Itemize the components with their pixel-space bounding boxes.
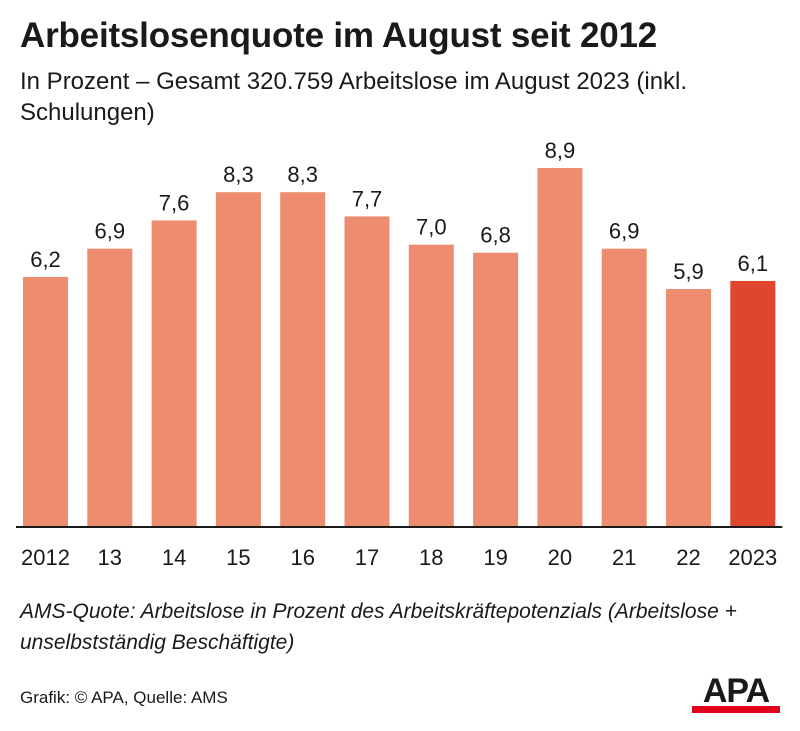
source-credit: Grafik: © APA, Quelle: AMS bbox=[20, 688, 228, 707]
x-tick-label-20: 20 bbox=[548, 545, 572, 570]
bar-2023 bbox=[730, 280, 776, 527]
bar-21 bbox=[601, 248, 647, 527]
svg-text:APA: APA bbox=[703, 672, 770, 710]
value-label-13: 6,9 bbox=[95, 219, 126, 244]
x-tick-label-19: 19 bbox=[483, 545, 507, 570]
bar-18 bbox=[408, 244, 454, 527]
x-tick-label-16: 16 bbox=[290, 545, 314, 570]
value-label-22: 5,9 bbox=[673, 259, 704, 284]
x-tick-label-21: 21 bbox=[612, 545, 636, 570]
x-tick-label-13: 13 bbox=[98, 545, 122, 570]
value-label-2012: 6,2 bbox=[30, 247, 61, 272]
value-label-18: 7,0 bbox=[416, 215, 447, 240]
footnote: AMS-Quote: Arbeitslose in Prozent des Ar… bbox=[20, 600, 737, 654]
chart-title: Arbeitslosenquote im August seit 2012 bbox=[20, 16, 658, 55]
x-tick-label-15: 15 bbox=[226, 545, 250, 570]
value-label-2023: 6,1 bbox=[738, 251, 769, 276]
value-label-19: 6,8 bbox=[480, 223, 511, 248]
bar-14 bbox=[151, 220, 197, 527]
apa-logo: APA bbox=[692, 672, 780, 713]
value-label-16: 8,3 bbox=[287, 162, 318, 187]
x-tick-label-18: 18 bbox=[419, 545, 443, 570]
value-label-20: 8,9 bbox=[545, 138, 576, 163]
bar-22 bbox=[666, 289, 711, 527]
x-tick-label-14: 14 bbox=[162, 545, 186, 570]
value-label-21: 6,9 bbox=[609, 219, 640, 244]
bar-2012 bbox=[23, 276, 68, 527]
x-tick-label-2012: 2012 bbox=[21, 545, 70, 570]
bar-16 bbox=[280, 192, 326, 527]
chart-subtitle: In Prozent – Gesamt 320.759 Arbeitslose … bbox=[20, 68, 688, 126]
value-label-14: 7,6 bbox=[159, 190, 190, 215]
value-label-15: 8,3 bbox=[223, 162, 254, 187]
bar-20 bbox=[537, 168, 583, 527]
x-tick-label-2023: 2023 bbox=[728, 545, 777, 570]
bar-19 bbox=[473, 252, 519, 527]
value-label-17: 7,7 bbox=[352, 186, 383, 211]
x-tick-label-17: 17 bbox=[355, 545, 379, 570]
bar-17 bbox=[344, 216, 390, 528]
bar-13 bbox=[87, 248, 133, 527]
bar-chart: 6,2 2012 6,9 13 7,6 14 8,3 15 8,3 16 7,7 17 7,0 18 6,8… bbox=[16, 138, 783, 570]
bar-15 bbox=[215, 192, 261, 527]
x-tick-label-22: 22 bbox=[676, 545, 700, 570]
